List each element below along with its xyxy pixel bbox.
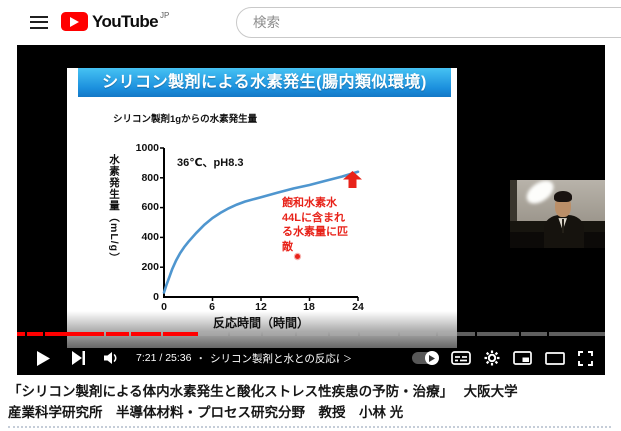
menu-bar	[30, 26, 48, 29]
video-title-caption: 「シリコン製剤による体内水素発生と酸化ストレス性疾患の予防・治療」 大阪大学 産…	[8, 381, 614, 423]
chart-axes	[163, 148, 358, 298]
separator-dot: ・	[195, 352, 206, 365]
chart-x-tickmarks	[211, 297, 359, 301]
room-wall	[510, 180, 517, 221]
time-display: 7:21 / 25:36	[136, 352, 192, 364]
theater-mode-button[interactable]	[545, 351, 565, 365]
progress-played-segment	[162, 332, 199, 336]
miniplayer-button[interactable]	[513, 351, 532, 365]
y-tick-label: 0	[153, 291, 159, 303]
presenter-tie	[561, 219, 565, 234]
progress-track-segment	[198, 332, 228, 336]
progress-played-segment	[131, 332, 161, 336]
presentation-slide: シリコン製剤による水素発生(腸内類似環境) シリコン製剤1gからの水素発生量 水…	[67, 68, 457, 348]
red-up-arrow	[343, 171, 362, 188]
fullscreen-button[interactable]	[578, 350, 593, 366]
controls-gradient	[17, 311, 605, 375]
y-tick-label: 200	[141, 261, 159, 273]
x-tick-label: 24	[352, 301, 364, 313]
x-tick-label: 6	[209, 301, 215, 313]
progress-played-segment	[17, 332, 25, 336]
settings-gear-icon[interactable]	[484, 350, 500, 366]
hydrogen-line-chart	[160, 147, 362, 301]
chart-y-tickmarks	[160, 147, 164, 268]
progress-track-segment	[296, 332, 328, 336]
progress-track-segment	[438, 332, 475, 336]
progress-played-segment	[45, 332, 104, 336]
search-input[interactable]: 検索	[236, 7, 621, 38]
chart-y-axis-label: 水素発生量（mL/g）	[108, 154, 120, 264]
red-annotation-text: 飽和水素水 44Lに含まれ る水素量に匹 敵	[282, 197, 348, 253]
autoplay-play-icon	[425, 351, 439, 365]
progress-track-segment	[229, 332, 261, 336]
progress-track-segment	[399, 332, 436, 336]
menu-bar	[30, 16, 48, 18]
slide-title-banner: シリコン製剤による水素発生(腸内類似環境)	[78, 68, 451, 97]
menu-button[interactable]	[30, 16, 48, 29]
progress-bar[interactable]	[17, 332, 605, 336]
volume-button[interactable]	[103, 351, 120, 365]
y-tick-label: 400	[141, 231, 159, 243]
caption-line-1: 「シリコン製剤による体内水素発生と酸化ストレス性疾患の予防・治療」 大阪大学	[8, 384, 518, 399]
hydrogen-curve	[162, 170, 360, 294]
caption-underline	[8, 426, 611, 428]
progress-played-segment	[105, 332, 130, 336]
player-controls: 7:21 / 25:36 ・ シリコン製剤と水との反応による水... ＞	[17, 345, 605, 371]
progress-track-segment	[329, 332, 359, 336]
video-player[interactable]: シリコン製剤による水素発生(腸内類似環境) シリコン製剤1gからの水素発生量 水…	[17, 45, 605, 375]
slide-subtitle: シリコン製剤1gからの水素発生量	[113, 114, 258, 125]
autoplay-toggle[interactable]	[412, 351, 439, 365]
youtube-logo[interactable]: YouTube JP	[61, 11, 170, 31]
presenter-hair	[553, 190, 572, 202]
menu-bar	[30, 21, 48, 24]
chart-condition-annotation: 36℃、pH8.3	[177, 157, 244, 169]
progress-played-segment	[26, 332, 44, 336]
progress-track-segment	[549, 332, 605, 336]
y-tick-label: 600	[141, 201, 159, 213]
caption-line-2: 産業科学研究所 半導体材料・プロセス研究分野 教授 小林 光	[8, 405, 404, 420]
search-placeholder: 検索	[253, 15, 280, 30]
progress-track-segment	[476, 332, 519, 336]
y-tick-label: 1000	[135, 142, 159, 154]
play-button[interactable]	[37, 350, 50, 366]
y-tick-label: 800	[141, 172, 159, 184]
chapter-chevron-icon[interactable]: ＞	[342, 353, 352, 364]
youtube-wordmark: YouTube	[92, 12, 159, 31]
progress-track-segment	[262, 332, 295, 336]
subtitles-button[interactable]	[451, 351, 471, 365]
x-tick-label: 18	[303, 301, 315, 313]
presenter-webcam-overlay	[510, 180, 605, 248]
right-controls	[412, 350, 593, 366]
youtube-play-icon	[61, 12, 88, 31]
red-dot-marker	[295, 254, 300, 259]
x-tick-label: 12	[255, 301, 267, 313]
youtube-header: YouTube JP 検索	[0, 0, 621, 45]
x-tick-label: 0	[161, 301, 167, 313]
progress-track-segment	[360, 332, 398, 336]
chapter-title[interactable]: シリコン製剤と水との反応による水...	[209, 352, 340, 365]
progress-track-segment	[520, 332, 548, 336]
next-button[interactable]	[72, 351, 85, 365]
youtube-region-label: JP	[160, 11, 170, 20]
